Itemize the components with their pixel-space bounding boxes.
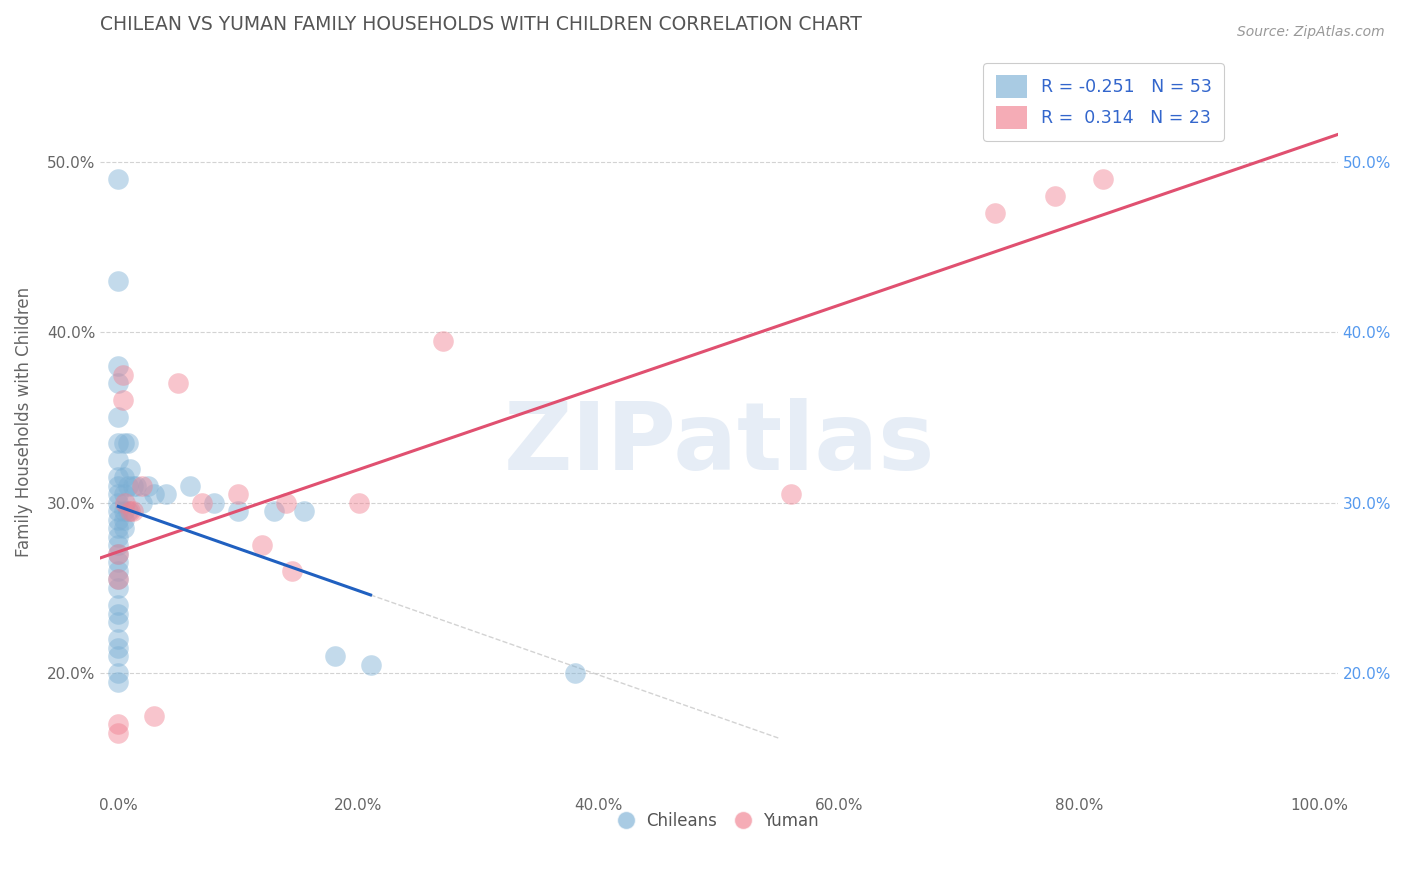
Point bbox=[1045, 188, 1067, 202]
Point bbox=[202, 496, 225, 510]
Point bbox=[107, 573, 129, 587]
Point bbox=[131, 479, 153, 493]
Point bbox=[107, 556, 129, 570]
Point bbox=[107, 640, 129, 655]
Point bbox=[323, 649, 346, 664]
Point bbox=[780, 487, 803, 501]
Point bbox=[276, 496, 298, 510]
Point bbox=[107, 632, 129, 647]
Point bbox=[107, 538, 129, 552]
Point bbox=[107, 607, 129, 621]
Point bbox=[112, 368, 135, 382]
Point bbox=[252, 538, 274, 552]
Point bbox=[281, 564, 304, 578]
Text: Source: ZipAtlas.com: Source: ZipAtlas.com bbox=[1237, 25, 1385, 39]
Point bbox=[112, 521, 135, 535]
Point bbox=[107, 410, 129, 425]
Point bbox=[107, 547, 129, 561]
Point bbox=[136, 479, 159, 493]
Point bbox=[120, 461, 142, 475]
Point bbox=[155, 487, 177, 501]
Point bbox=[107, 547, 129, 561]
Point bbox=[167, 376, 190, 391]
Point bbox=[432, 334, 454, 348]
Point bbox=[107, 530, 129, 544]
Point bbox=[107, 479, 129, 493]
Point bbox=[112, 393, 135, 408]
Point bbox=[114, 496, 136, 510]
Point bbox=[121, 479, 143, 493]
Point bbox=[112, 504, 135, 518]
Point bbox=[360, 657, 382, 672]
Point bbox=[112, 487, 135, 501]
Point bbox=[112, 513, 135, 527]
Point bbox=[107, 436, 129, 450]
Point bbox=[107, 513, 129, 527]
Point bbox=[347, 496, 370, 510]
Point bbox=[117, 436, 139, 450]
Point bbox=[117, 479, 139, 493]
Point bbox=[984, 206, 1007, 220]
Point bbox=[294, 504, 316, 518]
Point bbox=[107, 376, 129, 391]
Point bbox=[107, 171, 129, 186]
Point bbox=[107, 564, 129, 578]
Point bbox=[107, 649, 129, 664]
Point bbox=[143, 487, 166, 501]
Point bbox=[143, 709, 166, 723]
Point bbox=[107, 470, 129, 484]
Point bbox=[121, 504, 143, 518]
Point bbox=[107, 666, 129, 681]
Point bbox=[1092, 171, 1115, 186]
Point bbox=[120, 504, 142, 518]
Point bbox=[117, 504, 139, 518]
Text: CHILEAN VS YUMAN FAMILY HOUSEHOLDS WITH CHILDREN CORRELATION CHART: CHILEAN VS YUMAN FAMILY HOUSEHOLDS WITH … bbox=[100, 15, 862, 34]
Point bbox=[228, 504, 250, 518]
Point bbox=[107, 615, 129, 629]
Point bbox=[107, 453, 129, 467]
Point bbox=[191, 496, 214, 510]
Point bbox=[107, 717, 129, 731]
Point bbox=[107, 504, 129, 518]
Point bbox=[107, 487, 129, 501]
Point bbox=[564, 666, 586, 681]
Point bbox=[107, 496, 129, 510]
Point bbox=[107, 521, 129, 535]
Text: ZIPatlas: ZIPatlas bbox=[503, 398, 935, 490]
Point bbox=[112, 470, 135, 484]
Y-axis label: Family Households with Children: Family Households with Children bbox=[15, 286, 32, 557]
Point bbox=[107, 573, 129, 587]
Point bbox=[179, 479, 201, 493]
Point bbox=[107, 598, 129, 612]
Point bbox=[125, 479, 148, 493]
Point bbox=[263, 504, 285, 518]
Point bbox=[228, 487, 250, 501]
Point bbox=[107, 359, 129, 374]
Point bbox=[112, 436, 135, 450]
Point bbox=[107, 726, 129, 740]
Legend: Chileans, Yuman: Chileans, Yuman bbox=[613, 805, 825, 836]
Point bbox=[107, 581, 129, 595]
Point bbox=[107, 274, 129, 288]
Point bbox=[131, 496, 153, 510]
Point bbox=[107, 674, 129, 689]
